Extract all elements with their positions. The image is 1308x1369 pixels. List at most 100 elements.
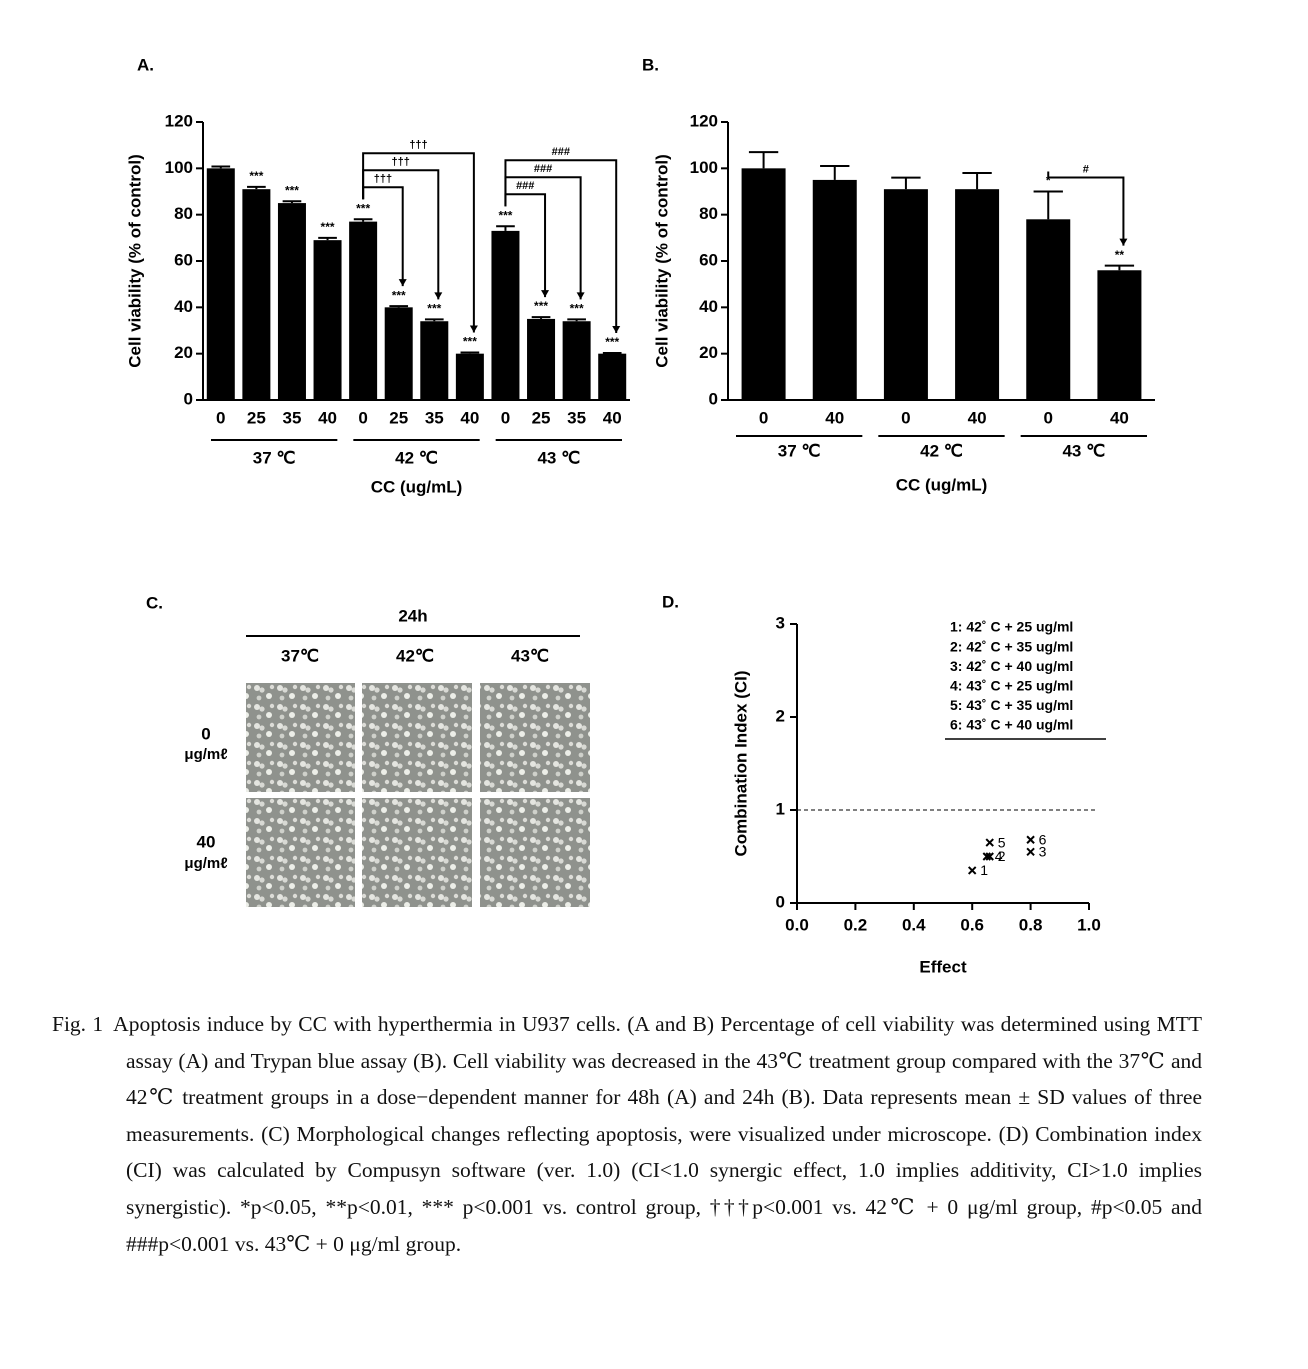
point <box>982 852 992 861</box>
point-label: 4 <box>995 848 1003 864</box>
x-tick-label: 25 <box>389 408 408 427</box>
x-tick-label: 40 <box>318 408 337 427</box>
bracket-label: # <box>1083 163 1089 175</box>
x-tick-label: 40 <box>825 408 844 427</box>
significance-label: *** <box>321 220 335 234</box>
y-tick-label: 120 <box>165 111 193 130</box>
x-tick-label: 0 <box>216 408 225 427</box>
x-tick-label: 35 <box>425 408 444 427</box>
x-tick-label: 0 <box>901 408 910 427</box>
column-label: 42℃ <box>396 646 434 665</box>
micrograph <box>480 798 590 907</box>
y-tick-label: 40 <box>174 297 193 316</box>
x-tick-label: 0 <box>759 408 768 427</box>
micrograph <box>362 683 472 792</box>
bracket-label: ### <box>534 163 552 175</box>
x-tick-label: 1.0 <box>1077 915 1101 934</box>
legend-entry: 3: 42˚ C + 40 ug/ml <box>950 658 1073 674</box>
y-axis-label: Cell viability (% of control) <box>652 154 671 367</box>
bracket-label: ††† <box>374 173 392 185</box>
x-tick-label: 25 <box>532 408 551 427</box>
bar <box>883 189 928 400</box>
x-tick-label: 40 <box>1110 408 1129 427</box>
y-tick-label: 100 <box>690 158 718 177</box>
x-tick-label: 35 <box>567 408 586 427</box>
bracket <box>362 152 475 333</box>
x-axis-label: CC (ug/mL) <box>896 475 988 494</box>
bar <box>955 189 1000 400</box>
significance-label: *** <box>463 335 477 349</box>
significance-label: *** <box>605 335 619 349</box>
group-label: 42 ℃ <box>395 448 438 467</box>
point <box>1026 835 1035 844</box>
figure: C. 24h 37℃ 42℃ 43℃ 0 μg/mℓ 40 μg/mℓ A.Ce… <box>125 55 1155 976</box>
group-label: 37 ℃ <box>253 448 296 467</box>
y-tick-label: 100 <box>165 158 193 177</box>
y-tick-label: 120 <box>690 111 718 130</box>
x-tick-label: 35 <box>282 408 301 427</box>
x-tick-label: 40 <box>603 408 622 427</box>
micrograph <box>362 798 472 907</box>
micrograph <box>246 798 355 907</box>
point-label: 6 <box>1039 831 1047 847</box>
legend-entry: 6: 43˚ C + 40 ug/ml <box>950 717 1073 733</box>
point <box>985 838 994 847</box>
x-tick-label: 25 <box>247 408 266 427</box>
panel-label: B. <box>642 55 659 74</box>
caption: Fig. 1 Apoptosis induce by CC with hypert… <box>52 1006 1202 1262</box>
significance-label: *** <box>285 183 299 197</box>
y-tick-label: 80 <box>699 204 718 223</box>
bar <box>527 318 556 400</box>
panel-c: C. 24h 37℃ 42℃ 43℃ 0 μg/mℓ 40 μg/mℓ <box>146 593 590 907</box>
x-tick-label: 0 <box>1044 408 1053 427</box>
bracket-arrow <box>612 325 621 333</box>
y-tick-label: 60 <box>699 250 718 269</box>
significance-label: *** <box>498 208 512 222</box>
bar <box>1026 219 1071 400</box>
bracket-label: ### <box>516 180 534 192</box>
bar <box>491 230 520 400</box>
x-axis-label: Effect <box>919 957 967 976</box>
bar <box>349 221 378 400</box>
significance-label: ** <box>1115 248 1125 262</box>
y-tick-label: 20 <box>699 343 718 362</box>
bracket-arrow <box>469 325 478 333</box>
significance-label: *** <box>249 169 263 183</box>
y-tick-label: 2 <box>776 706 785 725</box>
point <box>985 852 994 861</box>
point <box>967 866 977 875</box>
bar <box>812 179 857 400</box>
column-label: 37℃ <box>281 646 319 665</box>
legend-entry: 5: 43˚ C + 35 ug/ml <box>950 697 1073 713</box>
bar <box>598 353 627 400</box>
significance-label: *** <box>534 299 548 313</box>
micrograph <box>246 683 355 792</box>
point-label: 3 <box>1039 844 1047 860</box>
row-unit: μg/mℓ <box>184 746 227 763</box>
row-unit: μg/mℓ <box>184 855 227 872</box>
bracket-label: ### <box>552 146 570 158</box>
y-tick-label: 20 <box>174 343 193 362</box>
y-tick-label: 0 <box>184 389 193 408</box>
bracket-arrow <box>398 279 407 287</box>
point <box>1026 847 1035 857</box>
micrograph <box>480 683 590 792</box>
bar <box>420 321 449 400</box>
bar <box>277 203 306 400</box>
x-axis-label: CC (ug/mL) <box>371 477 463 496</box>
bracket-label: ††† <box>392 156 410 168</box>
x-tick-label: 0 <box>501 408 510 427</box>
legend-entry: 1: 42˚ C + 25 ug/ml <box>950 619 1073 635</box>
x-tick-label: 0.6 <box>960 915 984 934</box>
x-tick-label: 40 <box>968 408 987 427</box>
bracket-label: ††† <box>409 139 427 151</box>
significance-label: *** <box>427 302 441 316</box>
significance-label: * <box>1046 174 1051 188</box>
x-tick-label: 0.0 <box>785 915 809 934</box>
bar <box>741 168 786 400</box>
bracket-arrow <box>1119 238 1128 246</box>
bar <box>562 321 591 400</box>
group-label: 43 ℃ <box>1062 441 1105 460</box>
panel-label: C. <box>146 593 163 612</box>
group-label: 37 ℃ <box>778 441 821 460</box>
